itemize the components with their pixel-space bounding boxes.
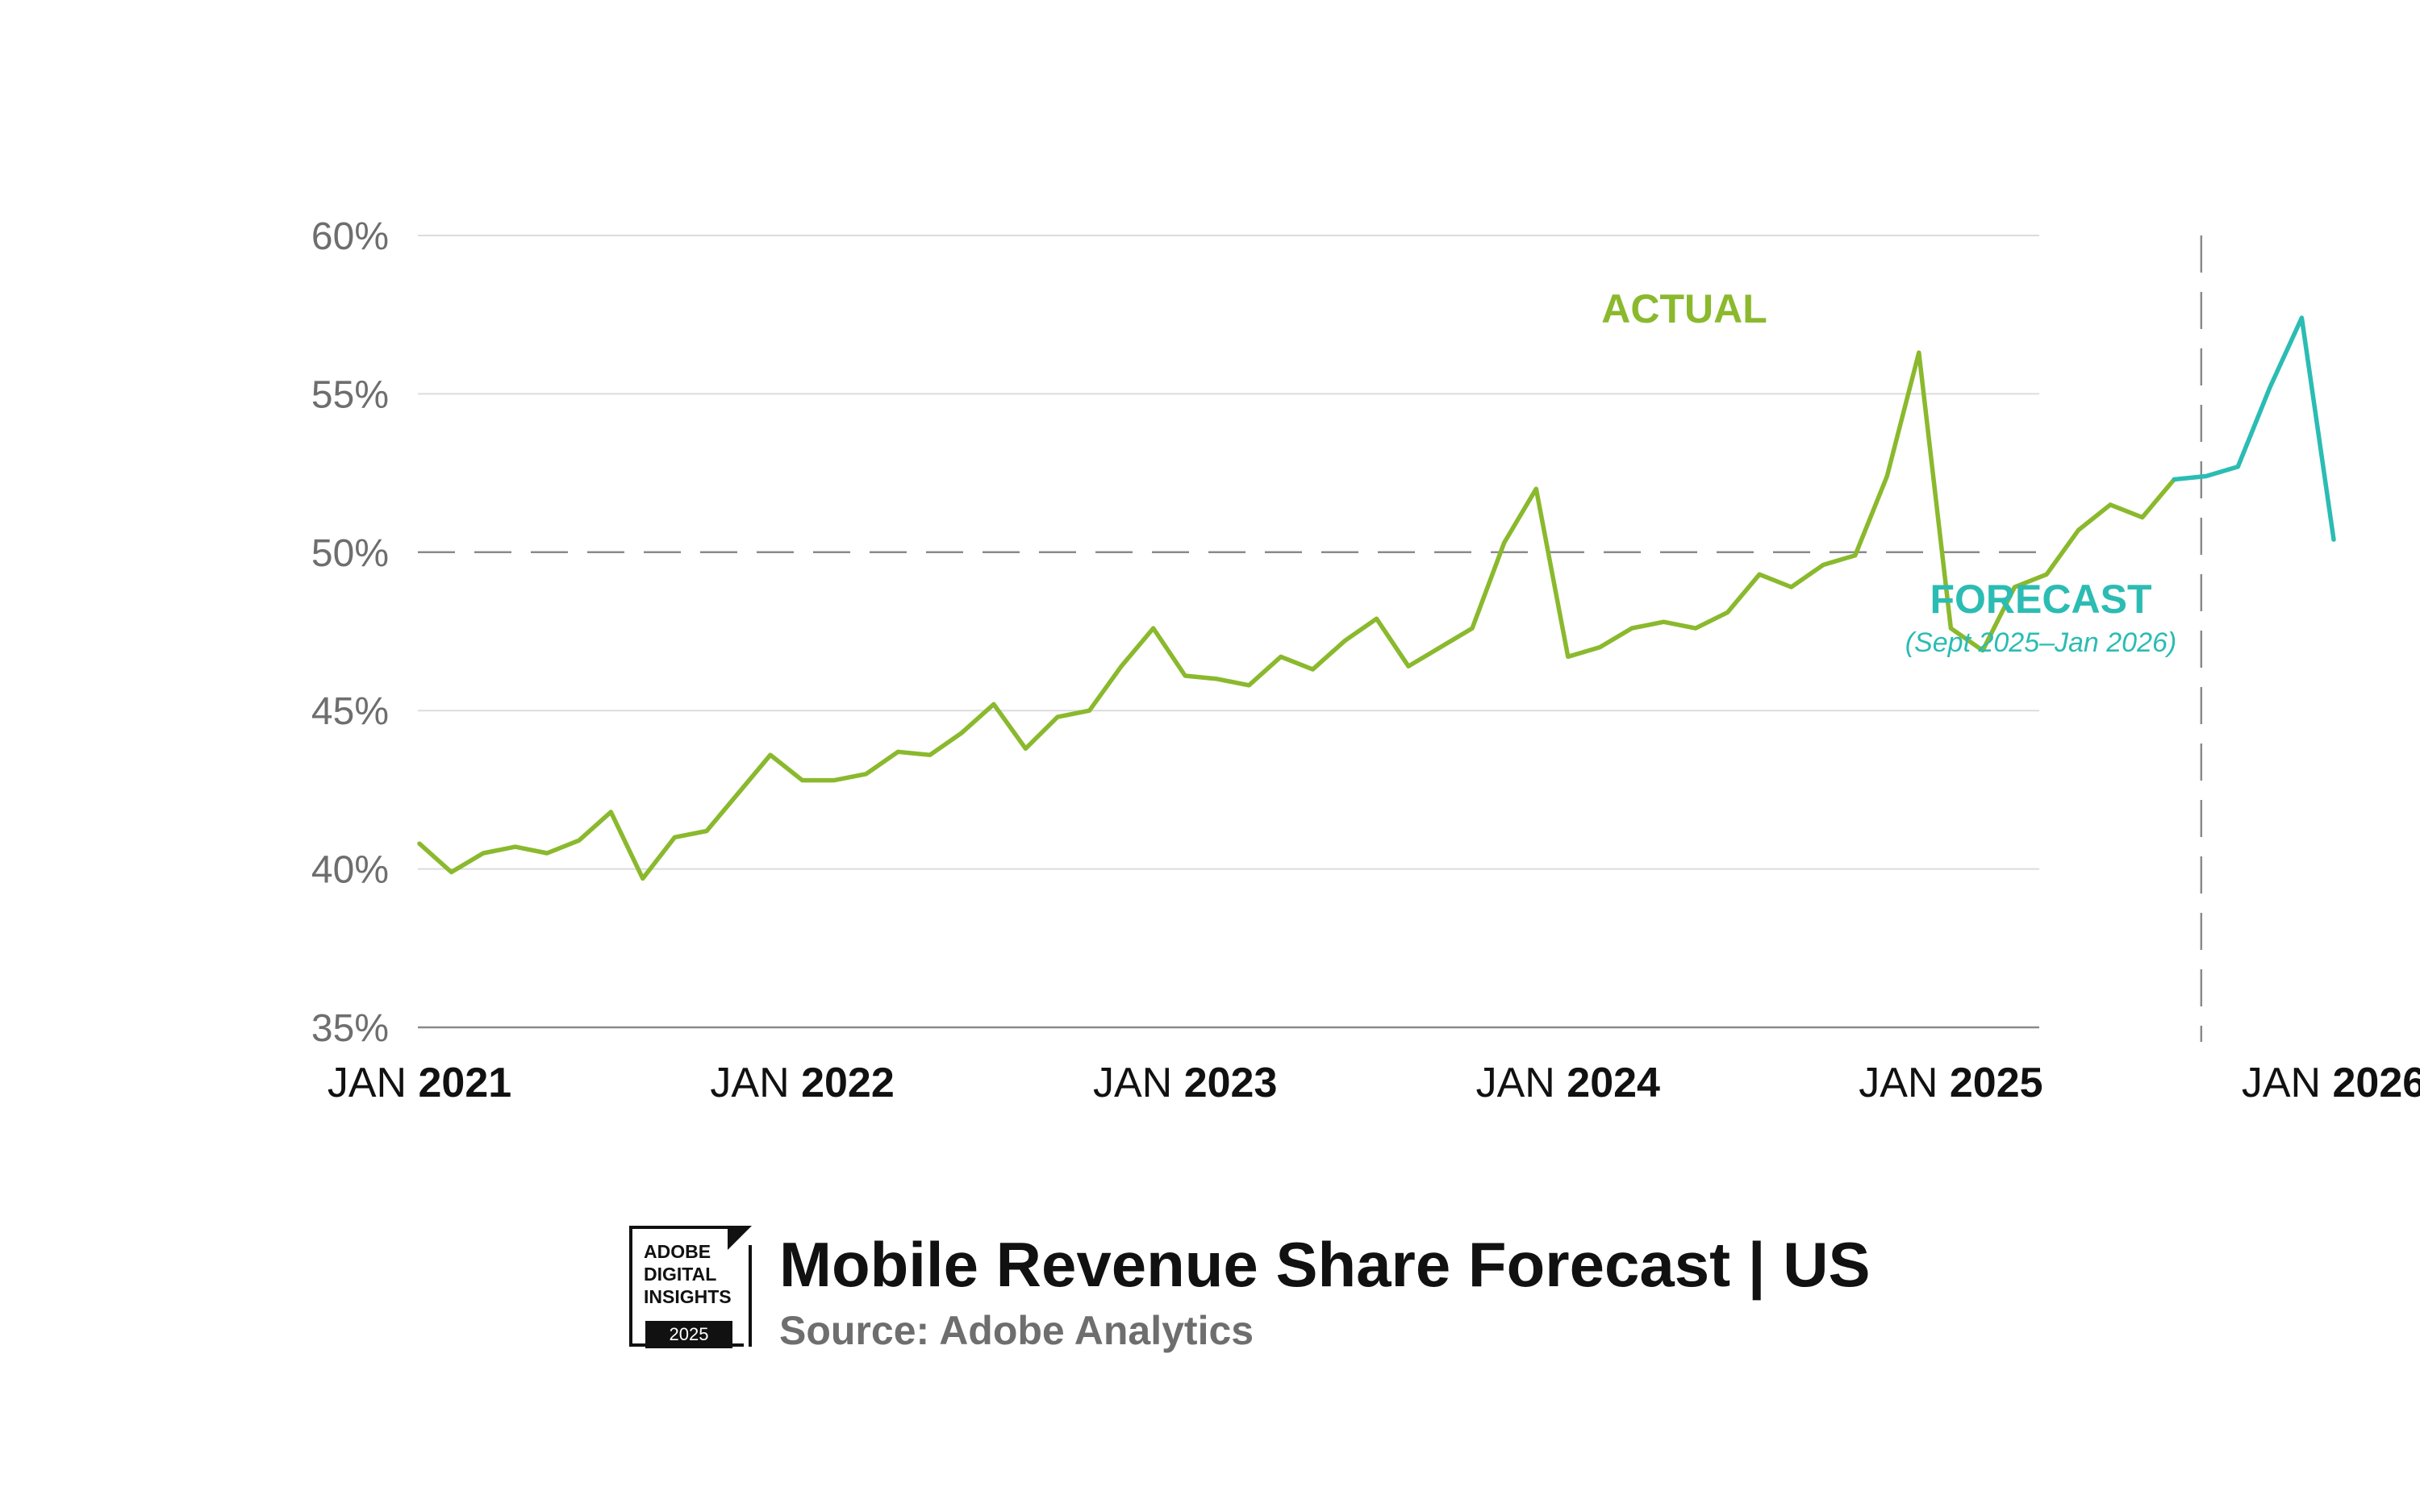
logo-line-3: INSIGHTS bbox=[644, 1286, 732, 1307]
y-tick-label: 40% bbox=[311, 849, 389, 892]
x-tick-label: JAN 2024 bbox=[1476, 1060, 1660, 1106]
forecast-date-range: (Sept 2025–Jan 2026) bbox=[1905, 627, 2176, 658]
y-axis-ticks: 60% 55% 50% 45% 40% 35% bbox=[311, 215, 389, 1050]
y-tick-label: 35% bbox=[311, 1007, 389, 1050]
x-tick-label: JAN 2026 bbox=[2242, 1060, 2420, 1106]
logo-year: 2025 bbox=[645, 1321, 732, 1348]
series-line-forecast bbox=[2172, 315, 2336, 542]
logo-line-1: ADOBE bbox=[644, 1241, 711, 1262]
logo-text: ADOBE DIGITAL INSIGHTS bbox=[644, 1240, 732, 1308]
annotations: ACTUAL FORECAST (Sept 2025–Jan 2026) bbox=[1601, 286, 2176, 658]
x-tick-label: JAN 2021 bbox=[328, 1060, 511, 1106]
forecast-label: FORECAST bbox=[1930, 577, 2152, 622]
x-tick-label: JAN 2022 bbox=[710, 1060, 894, 1106]
x-tick-label: JAN 2023 bbox=[1093, 1060, 1277, 1106]
series-line-actual bbox=[417, 350, 2177, 881]
x-axis-ticks: JAN 2021 JAN 2022 JAN 2023 JAN 2024 JAN 2025… bbox=[328, 1060, 2420, 1106]
adobe-digital-insights-logo: ADOBE DIGITAL INSIGHTS 2025 bbox=[629, 1226, 752, 1353]
series-lines bbox=[417, 315, 2336, 881]
grid-lines bbox=[418, 235, 2039, 1029]
logo-line-2: DIGITAL bbox=[644, 1264, 717, 1285]
y-tick-label: 60% bbox=[311, 215, 389, 258]
chart-source: Source: Adobe Analytics bbox=[779, 1308, 1254, 1353]
y-tick-label: 50% bbox=[311, 532, 389, 575]
y-tick-label: 45% bbox=[311, 690, 389, 733]
chart-title: Mobile Revenue Share Forecast | US bbox=[779, 1229, 1871, 1300]
x-tick-label: JAN 2025 bbox=[1859, 1060, 2042, 1106]
chart-footer: ADOBE DIGITAL INSIGHTS 2025 Mobile Reven… bbox=[629, 1226, 1871, 1355]
y-tick-label: 55% bbox=[311, 373, 389, 416]
actual-label: ACTUAL bbox=[1601, 286, 1767, 331]
reference-lines bbox=[418, 235, 2203, 1042]
